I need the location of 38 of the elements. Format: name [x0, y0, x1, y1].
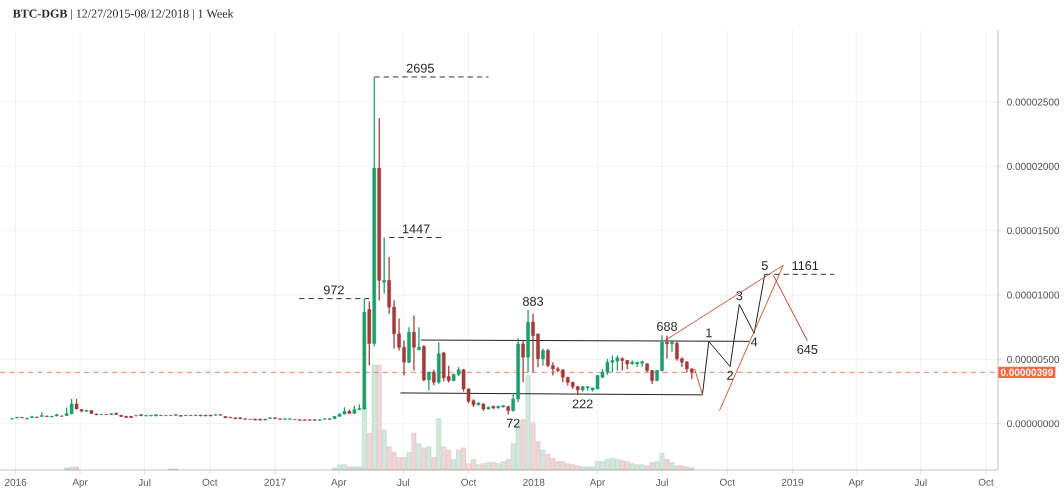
annotation: 3 — [736, 291, 743, 301]
x-tick-label: 2016 — [4, 478, 27, 486]
y-tick-label: 0.00002000 — [1007, 162, 1060, 170]
y-tick-label: 0.00000500 — [1007, 355, 1060, 363]
x-tick-label: Oct — [202, 478, 218, 486]
x-tick-label: Jul — [655, 478, 668, 487]
annotation: 5 — [761, 261, 768, 271]
annotation: 1161 — [792, 261, 819, 271]
annotation: 1 — [706, 328, 712, 338]
x-tick-label: Apr — [331, 478, 347, 488]
annotation: 2 — [727, 370, 733, 380]
annotation: 688 — [657, 321, 678, 331]
x-tick-label: 2018 — [523, 478, 545, 486]
annotation: 1447 — [402, 224, 430, 234]
x-tick-label: Oct — [461, 478, 477, 486]
annotation: 972 — [323, 285, 344, 295]
y-tick-label: 0.00001500 — [1007, 227, 1060, 235]
x-tick-label: Oct — [719, 478, 735, 486]
annotation: 645 — [797, 344, 818, 354]
x-tick-label: Apr — [848, 478, 864, 488]
x-tick-label: Oct — [978, 478, 994, 486]
y-tick-label: 0.00001000 — [1007, 291, 1060, 299]
annotation: 72 — [506, 418, 520, 428]
y-tick-label: 0.00000000 — [1007, 420, 1060, 428]
chart-title: BTC-DGB | 12/27/2015-08/12/2018 | 1 Week — [12, 9, 234, 21]
x-tick-label: Jul — [914, 478, 927, 487]
x-tick-label: Jul — [397, 478, 410, 487]
ref-line-label: 0.00000399 — [1000, 368, 1053, 376]
y-tick-label: 0.00002500 — [1007, 98, 1060, 106]
x-tick-label: Apr — [72, 478, 88, 488]
x-tick-label: Apr — [589, 478, 606, 488]
x-tick-label: Jul — [138, 478, 151, 487]
x-tick-label: 2019 — [781, 478, 804, 486]
annotation: 4 — [750, 337, 758, 347]
annotation: 883 — [523, 296, 544, 306]
x-tick-label: 2017 — [264, 478, 286, 486]
annotation: 222 — [572, 399, 593, 409]
annotation: 2695 — [406, 63, 434, 73]
